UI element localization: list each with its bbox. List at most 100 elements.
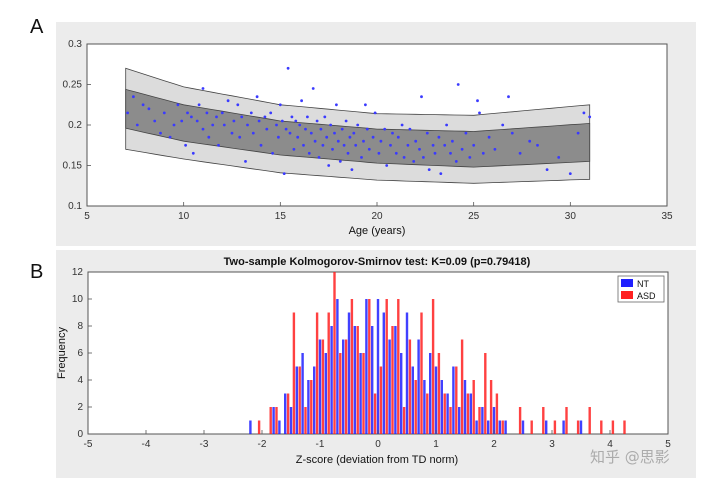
data-point bbox=[259, 143, 263, 147]
data-point bbox=[468, 156, 472, 159]
data-point bbox=[373, 111, 377, 115]
data-point bbox=[311, 87, 315, 90]
panel-b-label: B bbox=[30, 261, 44, 283]
histogram-legend: NT ASD bbox=[617, 275, 665, 303]
data-point bbox=[383, 127, 387, 131]
data-point bbox=[425, 131, 429, 135]
x-tick-label: 15 bbox=[275, 211, 287, 222]
data-point bbox=[304, 127, 307, 131]
asd-bar bbox=[298, 366, 301, 434]
data-point bbox=[236, 103, 240, 107]
data-point bbox=[510, 131, 514, 135]
asd-bar bbox=[292, 312, 296, 434]
data-point bbox=[255, 95, 259, 99]
asd-bar bbox=[257, 420, 261, 434]
asd-bar bbox=[385, 299, 388, 434]
data-point bbox=[348, 135, 352, 139]
data-point bbox=[400, 123, 404, 127]
asd-bar bbox=[362, 353, 365, 434]
nt-bar bbox=[359, 353, 362, 434]
x-tick-label: 5 bbox=[665, 439, 671, 450]
nt-bar bbox=[475, 420, 478, 434]
data-point bbox=[568, 172, 572, 176]
asd-bar bbox=[478, 407, 481, 434]
data-point bbox=[340, 127, 344, 131]
y-tick-label: 0 bbox=[77, 429, 83, 440]
data-point bbox=[476, 99, 479, 103]
asd-bar bbox=[484, 353, 487, 434]
nt-bar bbox=[492, 407, 496, 434]
y-tick-label: 6 bbox=[77, 348, 83, 359]
nt-bar bbox=[521, 420, 525, 434]
asd-bar bbox=[391, 326, 394, 434]
asd-bar bbox=[350, 299, 354, 434]
data-point bbox=[346, 151, 350, 155]
nt-bar bbox=[382, 312, 385, 434]
asd-bar bbox=[402, 407, 406, 434]
data-point bbox=[315, 119, 319, 123]
asd-bar bbox=[344, 339, 348, 434]
nt-bar bbox=[405, 312, 409, 434]
watermark: 知乎 @思影 bbox=[590, 448, 670, 466]
asd-bar bbox=[455, 366, 458, 434]
panel-a-label: A bbox=[30, 16, 44, 38]
asd-bar bbox=[304, 407, 307, 434]
data-point bbox=[195, 119, 199, 123]
asd-bar bbox=[431, 299, 435, 434]
data-point bbox=[352, 131, 356, 135]
x-tick-label: 5 bbox=[84, 211, 90, 222]
data-point bbox=[365, 127, 369, 131]
data-point bbox=[445, 123, 448, 127]
data-point bbox=[246, 123, 249, 127]
scatter-panel: 5 10 15 20 25 30 35 0.1 0.15 0.2 0.25 0.3 Age (year… bbox=[63, 39, 673, 237]
data-point bbox=[323, 115, 327, 119]
data-point bbox=[402, 156, 406, 159]
data-point bbox=[422, 156, 425, 159]
data-point bbox=[364, 103, 367, 107]
legend-nt-label: NT bbox=[637, 279, 649, 289]
data-point bbox=[391, 131, 394, 135]
data-point bbox=[385, 164, 389, 167]
nt-bar bbox=[562, 420, 565, 434]
asd-bar bbox=[553, 420, 557, 434]
data-point bbox=[197, 103, 201, 107]
nt-bar bbox=[330, 326, 333, 434]
data-point bbox=[296, 135, 300, 139]
asd-bar bbox=[495, 393, 499, 434]
data-point bbox=[205, 111, 209, 115]
data-point bbox=[396, 135, 400, 139]
data-point bbox=[307, 151, 311, 155]
x-tick-label: 3 bbox=[549, 439, 555, 450]
asd-bar bbox=[530, 420, 533, 434]
data-point bbox=[354, 143, 358, 147]
data-point bbox=[406, 143, 410, 147]
y-tick-label: 0.25 bbox=[63, 80, 83, 91]
data-point bbox=[217, 143, 220, 147]
nt-bar bbox=[284, 393, 287, 434]
data-point bbox=[226, 99, 230, 103]
asd-bar bbox=[623, 420, 626, 434]
data-point bbox=[201, 127, 205, 131]
x-tick-label: 25 bbox=[468, 211, 480, 222]
data-point bbox=[427, 168, 431, 172]
asd-bar bbox=[472, 380, 475, 434]
scatter-points bbox=[126, 66, 592, 176]
data-point bbox=[325, 135, 329, 139]
histogram-y-axis-label: Frequency bbox=[56, 327, 68, 379]
data-point bbox=[184, 143, 188, 147]
nt-bar bbox=[301, 353, 304, 434]
asd-bar bbox=[373, 393, 377, 434]
data-point bbox=[135, 123, 139, 127]
data-point bbox=[451, 139, 454, 143]
data-point bbox=[271, 151, 274, 155]
y-tick-label: 10 bbox=[72, 294, 84, 305]
nt-bar bbox=[487, 420, 490, 434]
nt-bar bbox=[504, 420, 507, 434]
data-point bbox=[168, 135, 172, 139]
data-point bbox=[317, 156, 321, 159]
data-point bbox=[518, 151, 522, 155]
asd-bar bbox=[333, 272, 336, 434]
nt-bar bbox=[324, 353, 327, 434]
data-point bbox=[367, 147, 371, 151]
